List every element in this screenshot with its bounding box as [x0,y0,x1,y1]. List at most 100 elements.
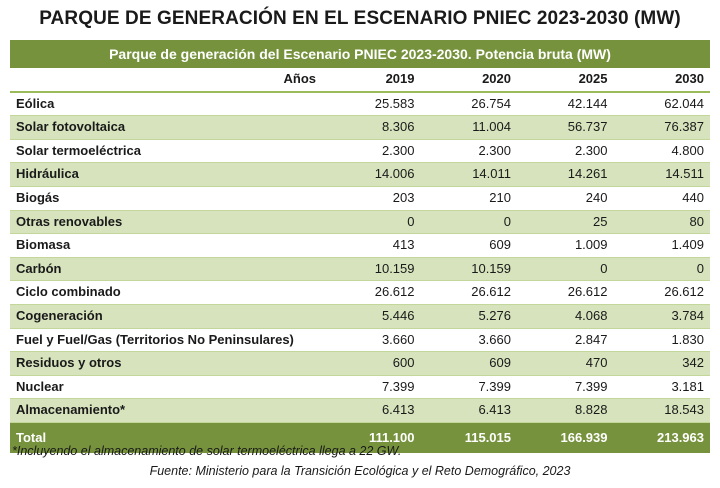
cell-2025: 470 [517,351,614,376]
cell-2020: 609 [420,351,517,376]
row-label: Fuel y Fuel/Gas (Territorios No Peninsul… [10,328,324,353]
cell-2030: 62.044 [613,91,710,117]
footnote: *Incluyendo el almacenamiento de solar t… [12,444,402,458]
table-row: Biomasa 413 609 1.009 1.409 [10,233,710,258]
cell-2020: 7.399 [420,375,517,400]
generation-table: Años 2019 2020 2025 2030 Eólica 25.583 26.… [10,68,710,453]
row-label: Residuos y otros [10,351,324,376]
header-2030: 2030 [613,68,710,93]
total-label: Total [10,422,324,453]
row-label: Biogás [10,186,324,211]
cell-2030: 342 [613,351,710,376]
cell-2019: 25.583 [324,91,421,117]
cell-2020: 210 [420,186,517,211]
cell-2020: 6.413 [420,398,517,423]
table-row: Carbón 10.159 10.159 0 0 [10,257,710,282]
cell-2025: 14.261 [517,162,614,187]
cell-2030: 3.181 [613,375,710,400]
cell-2030: 0 [613,257,710,282]
generation-table-container: Parque de generación del Escenario PNIEC… [10,40,710,453]
cell-2025: 26.612 [517,280,614,305]
row-label: Solar termoeléctrica [10,139,324,164]
total-row: Total 111.100 115.015 166.939 213.963 [10,422,710,453]
row-label: Almacenamiento* [10,398,324,423]
cell-2019: 3.660 [324,328,421,353]
table-row: Solar fotovoltaica 8.306 11.004 56.737 76.38… [10,115,710,140]
table-row: Otras renovables 0 0 25 80 [10,210,710,235]
table-body: Eólica 25.583 26.754 42.144 62.044 Solar foto… [10,91,710,423]
cell-2019: 0 [324,210,421,235]
table-row: Cogeneración 5.446 5.276 4.068 3.784 [10,304,710,329]
row-label: Otras renovables [10,210,324,235]
row-label: Cogeneración [10,304,324,329]
cell-2020: 10.159 [420,257,517,282]
cell-2025: 240 [517,186,614,211]
cell-2020: 609 [420,233,517,258]
row-label: Biomasa [10,233,324,258]
row-label: Nuclear [10,375,324,400]
cell-2025: 2.300 [517,139,614,164]
header-years: Años [10,68,324,93]
cell-2020: 2.300 [420,139,517,164]
page-title: PARQUE DE GENERACIÓN EN EL ESCENARIO PNI… [39,8,681,29]
header-2019: 2019 [324,68,421,93]
cell-2019: 14.006 [324,162,421,187]
source-citation: Fuente: Ministerio para la Transición Ec… [149,464,571,478]
cell-2020: 11.004 [420,115,517,140]
row-label: Hidráulica [10,162,324,187]
total-2019: 111.100 [324,422,421,453]
cell-2019: 10.159 [324,257,421,282]
cell-2030: 14.511 [613,162,710,187]
cell-2025: 56.737 [517,115,614,140]
cell-2020: 5.276 [420,304,517,329]
cell-2019: 413 [324,233,421,258]
row-label: Carbón [10,257,324,282]
cell-2020: 3.660 [420,328,517,353]
total-2030: 213.963 [613,422,710,453]
cell-2019: 5.446 [324,304,421,329]
table-subtitle: Parque de generación del Escenario PNIEC… [10,40,710,68]
table-row: Eólica 25.583 26.754 42.144 62.044 [10,91,710,117]
cell-2019: 7.399 [324,375,421,400]
cell-2025: 4.068 [517,304,614,329]
cell-2025: 0 [517,257,614,282]
total-2020: 115.015 [420,422,517,453]
cell-2030: 3.784 [613,304,710,329]
table-row: Residuos y otros 600 609 470 342 [10,351,710,376]
table-row: Almacenamiento* 6.413 6.413 8.828 18.543 [10,398,710,423]
cell-2025: 1.009 [517,233,614,258]
cell-2025: 25 [517,210,614,235]
table-row: Hidráulica 14.006 14.011 14.261 14.511 [10,162,710,187]
table-row: Solar termoeléctrica 2.300 2.300 2.300 4.800 [10,139,710,164]
cell-2019: 2.300 [324,139,421,164]
cell-2019: 600 [324,351,421,376]
header-2025: 2025 [517,68,614,93]
cell-2030: 1.409 [613,233,710,258]
cell-2030: 440 [613,186,710,211]
cell-2030: 18.543 [613,398,710,423]
cell-2025: 7.399 [517,375,614,400]
cell-2025: 8.828 [517,398,614,423]
cell-2020: 26.754 [420,91,517,117]
cell-2020: 26.612 [420,280,517,305]
table-row: Biogás 203 210 240 440 [10,186,710,211]
table-row: Nuclear 7.399 7.399 7.399 3.181 [10,375,710,400]
total-2025: 166.939 [517,422,614,453]
table-header-row: Años 2019 2020 2025 2030 [10,68,710,93]
cell-2019: 203 [324,186,421,211]
cell-2019: 6.413 [324,398,421,423]
cell-2025: 42.144 [517,91,614,117]
cell-2020: 14.011 [420,162,517,187]
cell-2030: 4.800 [613,139,710,164]
cell-2030: 76.387 [613,115,710,140]
cell-2019: 26.612 [324,280,421,305]
cell-2030: 26.612 [613,280,710,305]
cell-2019: 8.306 [324,115,421,140]
table-row: Ciclo combinado 26.612 26.612 26.612 26.612 [10,280,710,305]
row-label: Solar fotovoltaica [10,115,324,140]
cell-2030: 1.830 [613,328,710,353]
cell-2025: 2.847 [517,328,614,353]
cell-2020: 0 [420,210,517,235]
table-row: Fuel y Fuel/Gas (Territorios No Peninsul… [10,328,710,353]
row-label: Ciclo combinado [10,280,324,305]
